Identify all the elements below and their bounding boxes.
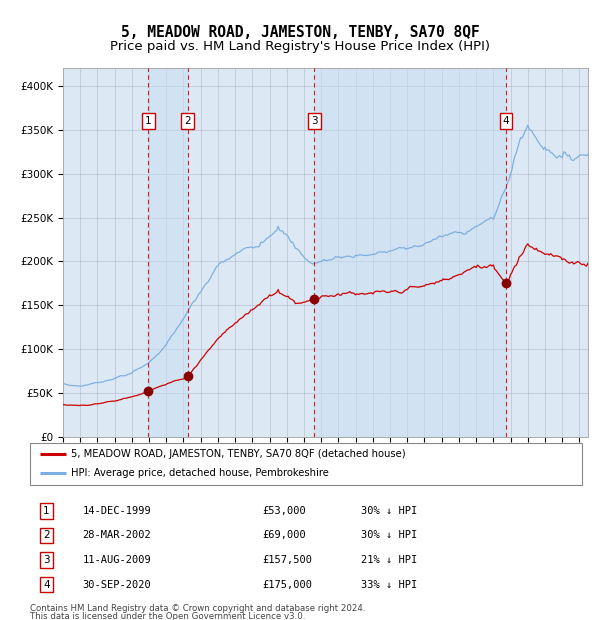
FancyBboxPatch shape xyxy=(30,443,582,485)
Text: 5, MEADOW ROAD, JAMESTON, TENBY, SA70 8QF: 5, MEADOW ROAD, JAMESTON, TENBY, SA70 8Q… xyxy=(121,25,479,40)
Text: 1: 1 xyxy=(43,506,50,516)
Text: 14-DEC-1999: 14-DEC-1999 xyxy=(82,506,151,516)
Text: 1: 1 xyxy=(145,116,152,126)
Text: 28-MAR-2002: 28-MAR-2002 xyxy=(82,531,151,541)
Text: £53,000: £53,000 xyxy=(262,506,305,516)
Text: 4: 4 xyxy=(503,116,509,126)
Text: 3: 3 xyxy=(311,116,318,126)
Text: Price paid vs. HM Land Registry's House Price Index (HPI): Price paid vs. HM Land Registry's House … xyxy=(110,40,490,53)
Text: £157,500: £157,500 xyxy=(262,555,312,565)
Text: 11-AUG-2009: 11-AUG-2009 xyxy=(82,555,151,565)
Text: 30% ↓ HPI: 30% ↓ HPI xyxy=(361,506,418,516)
Text: 2: 2 xyxy=(184,116,191,126)
Text: 3: 3 xyxy=(43,555,50,565)
Text: 21% ↓ HPI: 21% ↓ HPI xyxy=(361,555,418,565)
Text: 5, MEADOW ROAD, JAMESTON, TENBY, SA70 8QF (detached house): 5, MEADOW ROAD, JAMESTON, TENBY, SA70 8Q… xyxy=(71,450,406,459)
Text: This data is licensed under the Open Government Licence v3.0.: This data is licensed under the Open Gov… xyxy=(30,612,305,620)
Text: HPI: Average price, detached house, Pembrokeshire: HPI: Average price, detached house, Pemb… xyxy=(71,468,329,478)
Text: 4: 4 xyxy=(43,580,50,590)
Text: 30-SEP-2020: 30-SEP-2020 xyxy=(82,580,151,590)
Bar xyxy=(148,68,188,437)
Text: £69,000: £69,000 xyxy=(262,531,305,541)
Bar xyxy=(314,68,506,437)
Text: 2: 2 xyxy=(43,531,50,541)
Text: 30% ↓ HPI: 30% ↓ HPI xyxy=(361,531,418,541)
Text: Contains HM Land Registry data © Crown copyright and database right 2024.: Contains HM Land Registry data © Crown c… xyxy=(30,604,365,613)
Text: £175,000: £175,000 xyxy=(262,580,312,590)
Text: 33% ↓ HPI: 33% ↓ HPI xyxy=(361,580,418,590)
